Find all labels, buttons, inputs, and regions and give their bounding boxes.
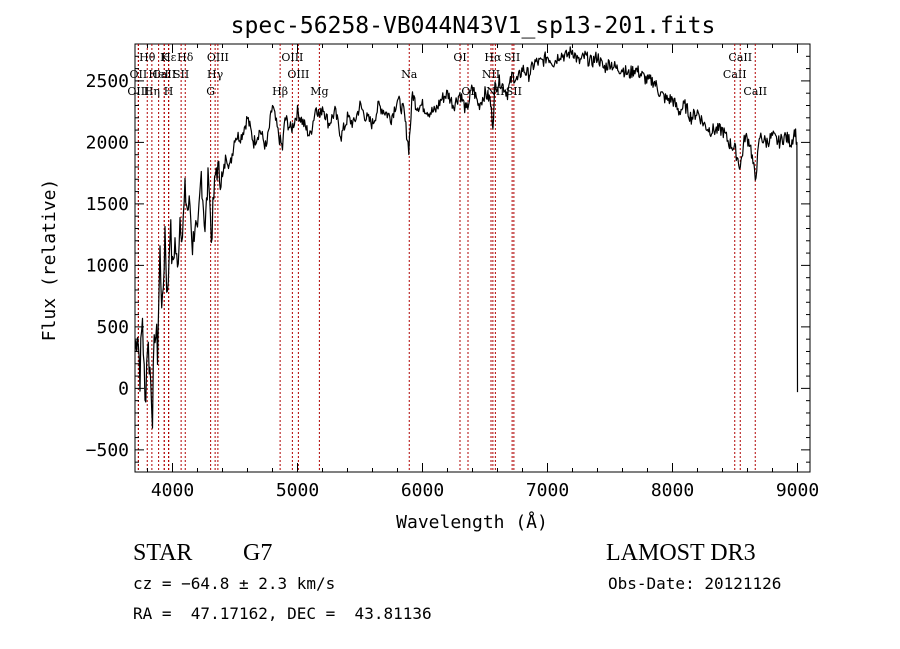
plot-frame [134,43,811,473]
spectral-line-label: Hδ [177,51,194,64]
survey-name: LAMOST DR3 [606,540,756,566]
spectral-line-label: CaII [723,68,747,81]
redshift-cz: cz = −64.8 ± 2.3 km/s [133,574,336,593]
spectral-line-label: Hγ [207,68,224,81]
x-tick-label: 8000 [651,480,694,501]
spectral-line-label: NII [482,68,500,81]
ra-dec: RA = 47.17162, DEC = 43.81136 [133,604,432,623]
spectral-line-label: SII [506,85,522,98]
y-axis: −500 0 500 1000 1500 2000 2500 [86,55,810,463]
obs-date: Obs-Date: 20121126 [608,574,782,593]
line-labels: CaIIHεHθOIIOIIIHηKHHeIHδSIIOIIIHγGOIIIOI… [127,51,767,98]
spectral-line-label: H [164,85,174,98]
spectral-line-label: Hβ [272,85,288,98]
emission-lines [137,44,756,472]
spectral-line-label: Hη [144,85,160,98]
spectral-line-label: CaII [743,85,767,98]
spectral-line-label: SII [173,68,189,81]
spectral-line-label: OIII [207,51,229,64]
x-axis: 4000 5000 6000 7000 8000 9000 [147,44,819,501]
x-tick-label: 6000 [401,480,444,501]
spectral-line-label: Hε [161,51,177,64]
spectral-line-label: OI [453,51,466,64]
spectral-line-label: OII [130,68,148,81]
spectral-line-label: OIII [127,85,149,98]
x-axis-label: Wavelength (Å) [396,511,548,533]
spectral-line-label: CaII [152,68,176,81]
flux-series-line [134,46,799,429]
spectral-line-label: Na [401,68,418,81]
spectral-line-label: CaII [728,51,752,64]
y-axis-label: Flux (relative) [39,179,60,342]
spectral-line-label: Mg [310,85,328,98]
spectral-line-label: G [206,85,215,98]
x-tick-label: 4000 [151,480,194,501]
spectral-line-label: Hθ [139,51,156,64]
object-subclass: G7 [243,540,273,566]
spectral-line-label: SII [504,51,520,64]
y-tick-label: 1000 [86,255,129,276]
spectral-line-label: OIII [287,68,309,81]
object-class: STAR [133,540,193,566]
x-tick-label: 9000 [776,480,819,501]
y-tick-label: 500 [96,317,129,338]
x-tick-label: 5000 [276,480,319,501]
y-tick-label: −500 [86,440,129,461]
chart-title: spec-56258-VB044N43V1_sp13-201.fits [231,13,716,39]
spectral-line-label: Hα [484,51,502,64]
y-tick-label: 1500 [86,194,129,215]
y-tick-label: 0 [118,378,129,399]
x-tick-label: 7000 [526,480,569,501]
y-tick-label: 2500 [86,71,129,92]
y-tick-label: 2000 [86,132,129,153]
spectral-line-label: OIII [281,51,303,64]
spectral-line-label: HeI [148,68,168,81]
spectral-line-label: K [160,51,169,64]
